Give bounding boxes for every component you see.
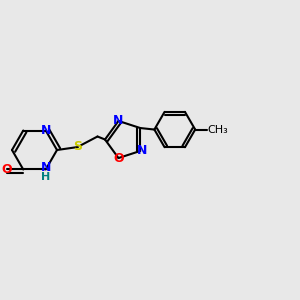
Text: S: S	[74, 140, 82, 154]
Text: N: N	[113, 115, 124, 128]
Text: H: H	[41, 172, 50, 182]
Text: O: O	[113, 152, 124, 164]
Text: N: N	[40, 161, 51, 175]
Text: CH₃: CH₃	[208, 124, 229, 134]
Text: N: N	[136, 145, 147, 158]
Text: N: N	[40, 124, 51, 137]
Text: O: O	[2, 163, 12, 176]
